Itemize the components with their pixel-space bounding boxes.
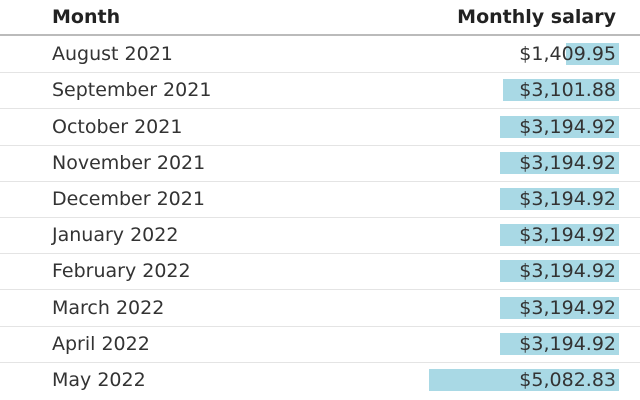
salary-bar <box>429 368 619 391</box>
salary-bar <box>499 115 619 138</box>
salary-cell: $3,194.92 <box>519 151 616 174</box>
month-cell: May 2022 <box>52 368 146 391</box>
salary-cell: $3,194.92 <box>519 187 616 210</box>
salary-cell: $3,101.88 <box>519 79 616 102</box>
month-cell: February 2022 <box>52 260 191 283</box>
month-cell: August 2021 <box>52 43 173 66</box>
salary-bar <box>499 296 619 319</box>
month-cell: March 2022 <box>52 296 165 319</box>
column-header: Monthly salary <box>457 6 616 28</box>
salary-bar <box>499 332 619 355</box>
salary-cell: $3,194.92 <box>519 332 616 355</box>
row-divider <box>0 180 640 182</box>
salary-bar <box>499 151 619 174</box>
salary-bar <box>499 224 619 247</box>
month-cell: September 2021 <box>52 79 212 102</box>
header-divider <box>0 34 640 36</box>
salary-cell: $1,409.95 <box>519 43 616 66</box>
salary-cell: $3,194.92 <box>519 260 616 283</box>
row-divider <box>0 217 640 218</box>
month-cell: April 2022 <box>52 332 150 355</box>
row-divider <box>0 361 640 363</box>
salary-cell: $5,082.83 <box>519 368 616 391</box>
row-divider <box>0 108 640 110</box>
salary-cell: $3,194.92 <box>519 224 616 247</box>
row-divider <box>0 289 640 291</box>
salary-bar <box>499 260 619 283</box>
salary-cell: $3,194.92 <box>519 296 616 319</box>
row-divider <box>0 325 640 327</box>
salary-bar <box>503 79 619 102</box>
column-header: Month <box>52 6 121 28</box>
month-cell: January 2022 <box>52 224 179 247</box>
row-divider <box>0 72 640 74</box>
month-cell: October 2021 <box>52 115 183 138</box>
month-cell: December 2021 <box>52 187 205 210</box>
salary-bar <box>566 43 619 66</box>
row-divider <box>0 144 640 146</box>
salary-bar <box>499 187 619 210</box>
salary-cell: $3,194.92 <box>519 115 616 138</box>
month-cell: November 2021 <box>52 151 206 174</box>
row-divider <box>0 253 640 255</box>
